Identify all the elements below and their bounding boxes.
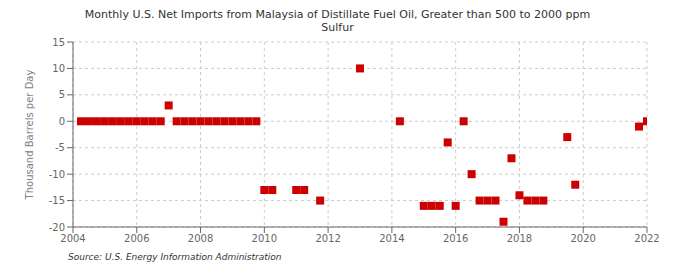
svg-text:-20: -20 bbox=[49, 222, 65, 233]
svg-text:-10: -10 bbox=[49, 169, 65, 180]
svg-text:Thousand Barrels per Day: Thousand Barrels per Day bbox=[24, 70, 35, 201]
svg-text:2010: 2010 bbox=[252, 233, 277, 244]
svg-text:2014: 2014 bbox=[379, 233, 404, 244]
svg-text:-15: -15 bbox=[49, 195, 65, 206]
svg-text:2020: 2020 bbox=[570, 233, 595, 244]
svg-text:2008: 2008 bbox=[188, 233, 213, 244]
svg-text:-5: -5 bbox=[55, 142, 65, 153]
html-text:Source: U.S. Energy Informatio: Source: U.S. Energy Information Administ… bbox=[68, 252, 282, 262]
svg-text:2018: 2018 bbox=[507, 233, 532, 244]
html-text:Monthly U.S. Net Imports from: Monthly U.S. Net Imports from Malaysia o… bbox=[84, 8, 591, 21]
svg-text:0: 0 bbox=[59, 116, 65, 127]
svg-text:2004: 2004 bbox=[60, 233, 85, 244]
svg-text:5: 5 bbox=[59, 89, 65, 100]
svg-text:2006: 2006 bbox=[124, 233, 149, 244]
svg-text:2016: 2016 bbox=[443, 233, 468, 244]
svg-text:2012: 2012 bbox=[315, 233, 340, 244]
svg-text:15: 15 bbox=[52, 37, 65, 48]
html-text:Sulfur: Sulfur bbox=[321, 21, 354, 34]
svg-text:2022: 2022 bbox=[634, 233, 659, 244]
svg-text:10: 10 bbox=[52, 63, 65, 74]
